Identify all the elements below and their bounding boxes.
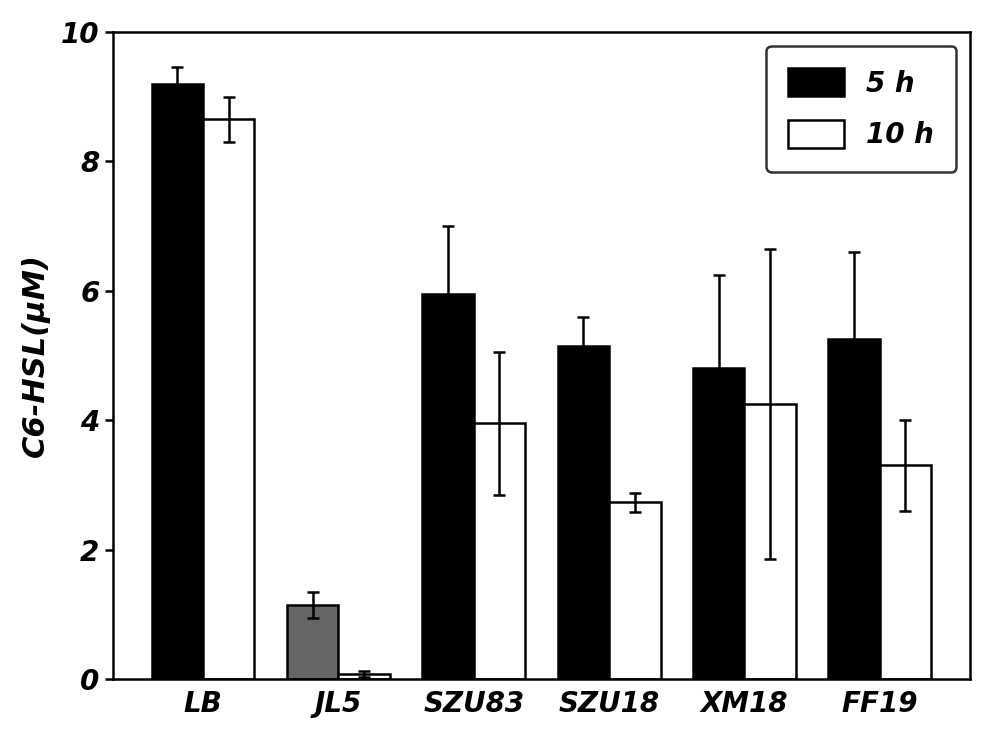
Y-axis label: C6-HSL(μM): C6-HSL(μM) [21,253,50,457]
Bar [744,404,796,679]
Bar [693,368,744,679]
Bar [828,339,880,679]
Bar [422,294,474,679]
Bar [338,674,389,679]
Bar [203,119,255,679]
Bar [287,605,338,679]
Bar [880,466,932,679]
Bar [558,346,609,679]
Bar [152,84,203,679]
Bar [609,503,661,679]
Bar [474,423,525,679]
Legend: 5 h, 10 h: 5 h, 10 h [766,46,956,171]
